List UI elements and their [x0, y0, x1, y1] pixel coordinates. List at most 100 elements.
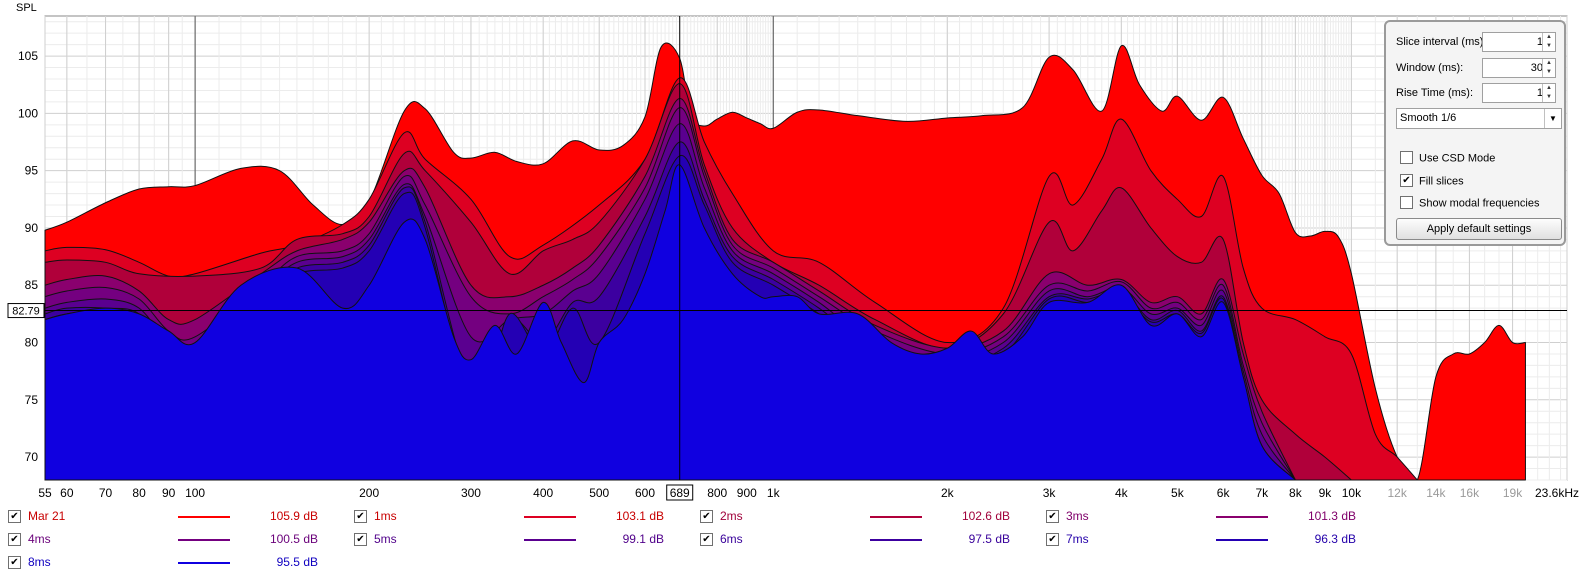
x-tick-label: 900	[737, 486, 757, 500]
modal-frequencies-checkbox[interactable]: Show modal frequencies	[1400, 196, 1539, 210]
legend-item-2ms[interactable]: ✔ 2ms 102.6 dB	[700, 508, 1040, 526]
y-tick-label: 80	[25, 336, 39, 350]
x-tick-label: 12k	[1388, 486, 1408, 500]
checkmark-icon[interactable]: ✔	[1046, 533, 1059, 546]
checkmark-icon[interactable]: ✔	[354, 533, 367, 546]
x-tick-label: 800	[707, 486, 727, 500]
slice-area-8ms	[44, 164, 1296, 481]
spin-down-icon[interactable]: ▼	[1546, 69, 1552, 75]
legend-item-7ms[interactable]: ✔ 7ms 96.3 dB	[1046, 531, 1386, 549]
legend-item-6ms[interactable]: ✔ 6ms 97.5 dB	[700, 531, 1040, 549]
legend-item-3ms[interactable]: ✔ 3ms 101.3 dB	[1046, 508, 1386, 526]
apply-default-settings-button[interactable]: Apply default settings	[1396, 218, 1562, 240]
legend-item-8ms[interactable]: ✔ 8ms 95.5 dB	[8, 554, 348, 572]
checkmark-icon[interactable]: ✔	[8, 556, 21, 569]
spin-down-icon[interactable]: ▼	[1546, 43, 1552, 49]
legend-peak-value: 100.5 dB	[269, 532, 318, 546]
waterfall-chart[interactable]: 105 100 95 90 85 80 75 70 82.79 55 60 70 80 90 100 200…	[0, 0, 1592, 508]
slice-interval-input[interactable]	[1483, 33, 1545, 51]
x-tick-label: 5k	[1171, 486, 1185, 500]
x-tick-label: 80	[132, 486, 146, 500]
checkbox-box[interactable]	[1400, 196, 1413, 209]
chevron-down-icon[interactable]: ▼	[1544, 109, 1561, 128]
checkmark-icon[interactable]: ✔	[700, 510, 713, 523]
legend-series-name: 2ms	[720, 509, 743, 523]
series-legend: ✔ Mar 21 105.9 dB ✔ 1ms 103.1 dB ✔ 2ms 102.6 dB ✔…	[0, 508, 1592, 588]
x-tick-label: 55	[38, 486, 52, 500]
spin-up-icon[interactable]: ▲	[1546, 34, 1552, 40]
legend-peak-value: 102.6 dB	[961, 509, 1010, 523]
legend-item-5ms[interactable]: ✔ 5ms 99.1 dB	[354, 531, 694, 549]
slice-interval-label: Slice interval (ms):	[1396, 36, 1487, 48]
x-tick-label: 200	[359, 486, 379, 500]
cursor-x-readout-box	[666, 484, 694, 501]
rise-time-input[interactable]	[1483, 84, 1545, 102]
y-tick-label: 75	[25, 393, 39, 407]
legend-series-name: 6ms	[720, 532, 743, 546]
smoothing-value: Smooth 1/6	[1400, 112, 1457, 124]
x-tick-label: 3k	[1043, 486, 1057, 500]
x-tick-label: 100	[185, 486, 205, 500]
window-input[interactable]	[1483, 59, 1545, 77]
cursor-x-readout: 689	[670, 486, 690, 500]
spin-up-icon[interactable]: ▲	[1546, 60, 1552, 66]
waterfall-settings-panel: Slice interval (ms): ▲▼ Window (ms): ▲▼ …	[1384, 20, 1566, 246]
y-tick-label: 70	[25, 450, 39, 464]
legend-item-4ms[interactable]: ✔ 4ms 100.5 dB	[8, 531, 348, 549]
legend-line-swatch	[1216, 516, 1268, 518]
x-tick-label: 6k	[1217, 486, 1231, 500]
fill-slices-checkbox[interactable]: ✔ Fill slices	[1400, 174, 1464, 188]
checkmark-icon[interactable]: ✔	[1046, 510, 1059, 523]
csd-mode-checkbox[interactable]: Use CSD Mode	[1400, 151, 1496, 165]
y-tick-label: 95	[25, 164, 39, 178]
slice-areas	[44, 42, 1526, 481]
checkmark-icon[interactable]: ✔	[8, 533, 21, 546]
checkmark-icon[interactable]: ✔	[700, 533, 713, 546]
x-tick-label: 9k	[1319, 486, 1333, 500]
legend-item-mar-21[interactable]: ✔ Mar 21 105.9 dB	[8, 508, 348, 526]
y-tick-label: 105	[18, 49, 38, 63]
rise-time-spinner[interactable]: ▲▼	[1482, 83, 1556, 103]
legend-line-swatch	[1216, 539, 1268, 541]
legend-series-name: 5ms	[374, 532, 397, 546]
spin-down-icon[interactable]: ▼	[1546, 94, 1552, 100]
slice-interval-spinner[interactable]: ▲▼	[1482, 32, 1556, 52]
y-tick-label: 85	[25, 278, 39, 292]
spin-up-icon[interactable]: ▲	[1546, 85, 1552, 91]
legend-line-swatch	[870, 539, 922, 541]
legend-peak-value: 105.9 dB	[269, 509, 318, 523]
x-tick-label: 23.6kHz	[1535, 486, 1579, 500]
checkbox-box[interactable]	[1400, 151, 1413, 164]
x-tick-label: 300	[461, 486, 481, 500]
legend-line-swatch	[178, 539, 230, 541]
legend-peak-value: 101.3 dB	[1307, 509, 1356, 523]
x-tick-label: 1k	[767, 486, 781, 500]
smoothing-select[interactable]: Smooth 1/6 ▼	[1396, 108, 1562, 129]
legend-line-swatch	[524, 539, 576, 541]
cursor-y-readout-box	[7, 303, 45, 319]
fill-slices-label: Fill slices	[1419, 175, 1464, 188]
checkmark-icon[interactable]: ✔	[354, 510, 367, 523]
y-axis-label: SPL	[16, 2, 37, 14]
csd-mode-label: Use CSD Mode	[1419, 152, 1496, 165]
legend-series-name: 3ms	[1066, 509, 1089, 523]
x-tick-label: 14k	[1426, 486, 1446, 500]
legend-line-swatch	[870, 516, 922, 518]
checkmark-icon[interactable]: ✔	[8, 510, 21, 523]
legend-peak-value: 99.1 dB	[622, 532, 664, 546]
rise-time-label: Rise Time (ms):	[1396, 87, 1473, 99]
x-tick-label: 19k	[1503, 486, 1523, 500]
legend-peak-value: 103.1 dB	[615, 509, 664, 523]
legend-line-swatch	[524, 516, 576, 518]
x-tick-label: 8k	[1289, 486, 1303, 500]
legend-peak-value: 95.5 dB	[276, 555, 318, 569]
legend-item-1ms[interactable]: ✔ 1ms 103.1 dB	[354, 508, 694, 526]
window-spinner[interactable]: ▲▼	[1482, 58, 1556, 78]
cursor-y-readout: 82.79	[12, 306, 40, 318]
x-tick-label: 60	[60, 486, 74, 500]
legend-series-name: 4ms	[28, 532, 51, 546]
legend-peak-value: 96.3 dB	[1314, 532, 1356, 546]
x-tick-label: 600	[635, 486, 655, 500]
checkmark-icon[interactable]: ✔	[1400, 174, 1413, 187]
cursor-lines	[45, 16, 1567, 480]
